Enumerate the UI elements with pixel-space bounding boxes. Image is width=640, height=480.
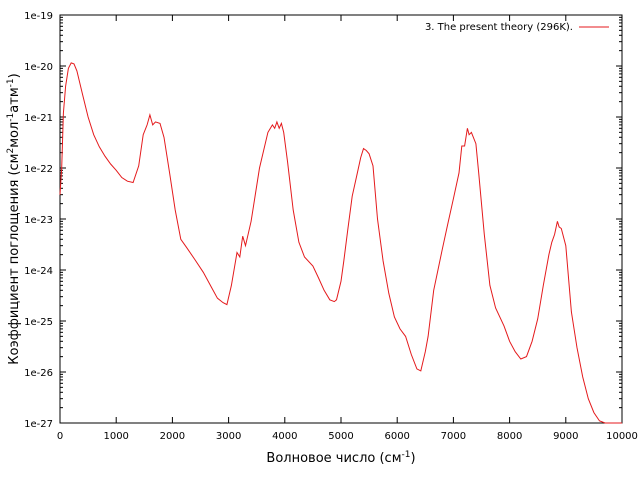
y-tick-label: 1e-23 (24, 215, 53, 226)
x-tick-label: 9000 (553, 431, 578, 442)
x-tick-label: 7000 (441, 431, 466, 442)
y-tick-label: 1e-27 (24, 419, 53, 430)
ticks (59, 14, 623, 424)
y-axis-title: Коэффициент поглощения (см2мол-1атм-1) (6, 73, 22, 364)
legend-label: 3. The present theory (296K). (425, 22, 573, 33)
series-line (59, 62, 622, 424)
plot-frame (59, 14, 623, 424)
x-tick-label: 1000 (103, 431, 128, 442)
x-tick-label: 6000 (384, 431, 409, 442)
y-tick-label: 1e-24 (24, 266, 53, 277)
y-tick-label: 1e-19 (24, 11, 53, 22)
x-tick-label: 5000 (328, 431, 353, 442)
x-tick-label: 4000 (272, 431, 297, 442)
y-tick-label: 1e-25 (24, 317, 53, 328)
y-tick-label: 1e-26 (24, 368, 53, 379)
x-tick-label: 8000 (497, 431, 522, 442)
y-tick-label: 1e-21 (24, 113, 53, 124)
x-axis-title: Волновое число (см-1) (266, 450, 415, 466)
x-tick-label: 2000 (160, 431, 185, 442)
x-tick-label: 10000 (606, 431, 638, 442)
y-tick-label: 1e-22 (24, 164, 53, 175)
x-tick-label: 0 (57, 431, 63, 442)
y-tick-label: 1e-20 (24, 62, 53, 73)
x-tick-label: 3000 (216, 431, 241, 442)
legend: 3. The present theory (296K). (425, 22, 609, 33)
tick-labels: 0 1000 2000 3000 4000 5000 6000 7000 8000 9000 100… (24, 11, 638, 442)
